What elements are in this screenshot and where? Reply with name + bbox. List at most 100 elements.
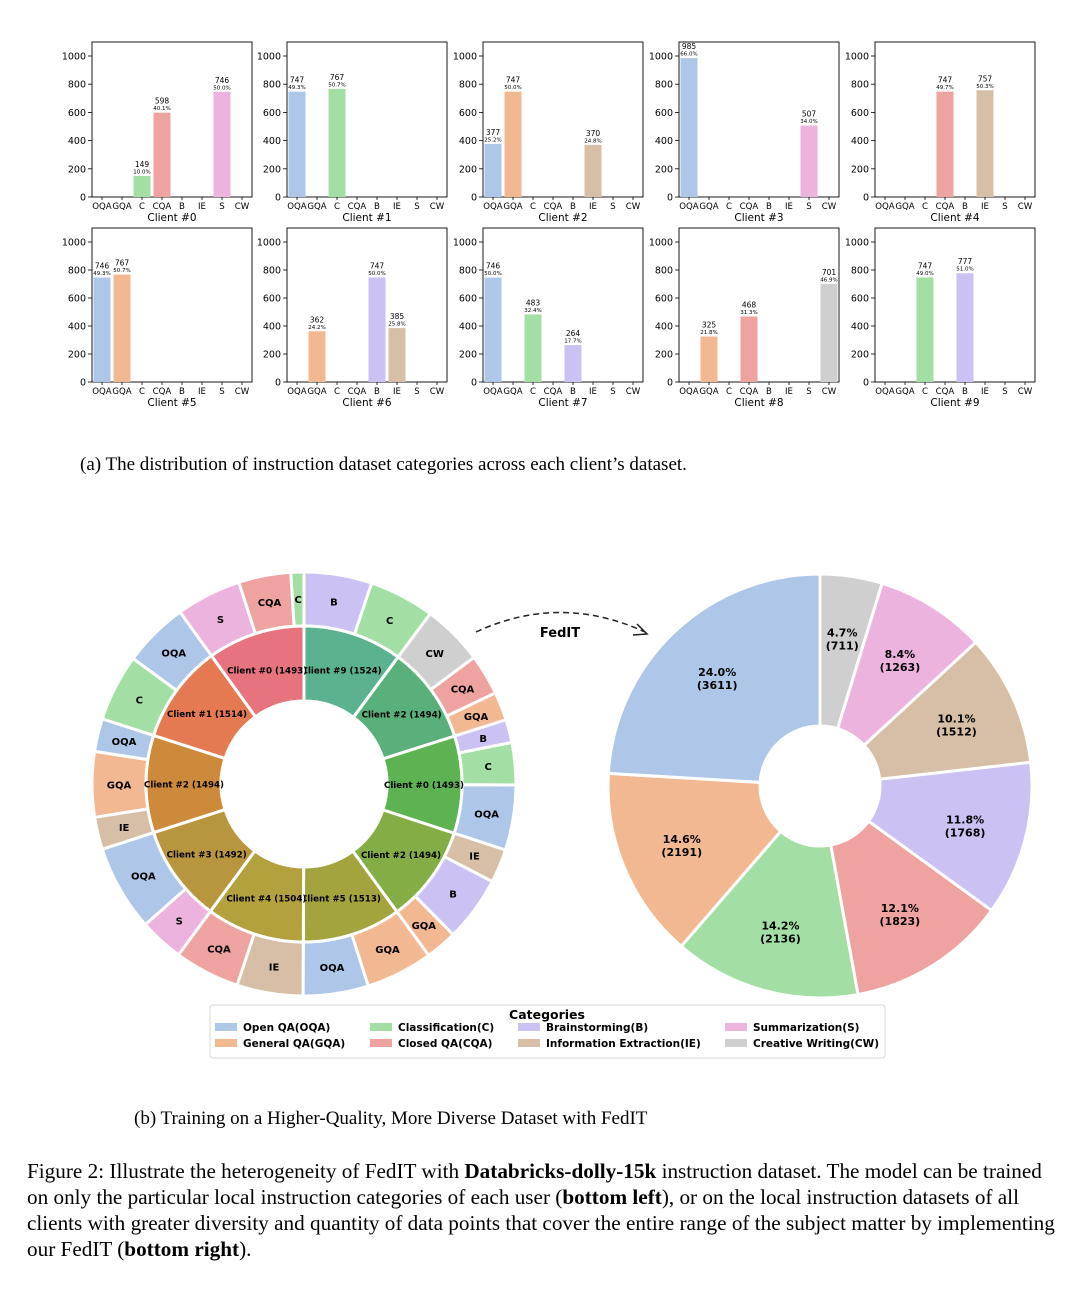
x-tick-label: OQA bbox=[287, 202, 307, 212]
client-subplot: 0 200 400 600 800 1000 OQA GQA C CQA B IE S CW Client … bbox=[62, 41, 253, 224]
x-tick-label: CW bbox=[822, 202, 837, 212]
y-tick-label: 600 bbox=[459, 108, 477, 119]
fedit-slice-count: (2136) bbox=[760, 933, 801, 946]
outer-ring-label: IE bbox=[119, 823, 130, 834]
x-tick-label: OQA bbox=[92, 387, 112, 397]
legend-entry-label: Brainstorming(B) bbox=[546, 1022, 648, 1034]
y-tick-label: 600 bbox=[68, 294, 86, 305]
legend-swatch bbox=[215, 1023, 237, 1031]
x-tick-label: IE bbox=[589, 387, 597, 397]
x-tick-label: GQA bbox=[112, 387, 131, 397]
x-tick-label: C bbox=[922, 387, 928, 397]
bar-value-label: 747 bbox=[370, 261, 385, 270]
x-tick-label: CW bbox=[430, 387, 445, 397]
y-tick-label: 1000 bbox=[649, 52, 673, 63]
y-tick-label: 600 bbox=[68, 108, 86, 119]
bar bbox=[584, 144, 602, 197]
bar-value-label: 325 bbox=[702, 321, 717, 330]
y-tick-label: 200 bbox=[655, 350, 673, 361]
bar bbox=[388, 328, 406, 382]
x-tick-label: B bbox=[766, 387, 772, 397]
y-tick-label: 600 bbox=[655, 108, 673, 119]
y-tick-label: 800 bbox=[263, 80, 281, 91]
x-axis-title: Client #1 bbox=[342, 212, 391, 224]
bar-value-label: 598 bbox=[155, 97, 170, 106]
figure-caption-text: ). bbox=[239, 1237, 252, 1261]
x-tick-label: OQA bbox=[483, 387, 503, 397]
x-tick-label: OQA bbox=[679, 202, 699, 212]
x-tick-label: IE bbox=[198, 387, 206, 397]
legend-swatch bbox=[370, 1023, 392, 1031]
legend-swatch bbox=[518, 1039, 540, 1047]
outer-ring-label: OQA bbox=[474, 810, 499, 821]
x-tick-label: C bbox=[139, 387, 145, 397]
fedit-slice-count: (1263) bbox=[880, 661, 921, 674]
client-subplot: 0 200 400 600 800 1000 OQA GQA C CQA B IE S CW Client … bbox=[649, 227, 840, 409]
x-tick-label: S bbox=[610, 202, 615, 212]
x-tick-label: B bbox=[766, 202, 772, 212]
inner-ring-label: Client #0 (1493) bbox=[384, 781, 464, 791]
outer-ring-label: OQA bbox=[112, 737, 137, 748]
outer-ring-label: GQA bbox=[375, 945, 400, 956]
y-tick-label: 800 bbox=[263, 266, 281, 277]
y-tick-label: 400 bbox=[263, 322, 281, 333]
y-tick-label: 400 bbox=[68, 136, 86, 147]
legend-entry-label: Open QA(OQA) bbox=[243, 1022, 330, 1034]
x-tick-label: CQA bbox=[544, 387, 563, 397]
x-axis-title: Client #7 bbox=[538, 397, 587, 409]
bar-pct-label: 49.3% bbox=[288, 85, 305, 91]
fedit-slice bbox=[679, 829, 860, 1000]
x-tick-label: CW bbox=[626, 387, 641, 397]
fedit-slice bbox=[835, 581, 978, 748]
bar-pct-label: 10.0% bbox=[133, 169, 150, 175]
bar bbox=[800, 125, 818, 197]
bar bbox=[113, 274, 131, 382]
fedit-slice bbox=[606, 771, 783, 949]
bar bbox=[153, 112, 171, 197]
legend-entry-label: Classification(C) bbox=[398, 1022, 494, 1034]
bar-value-label: 747 bbox=[918, 261, 933, 270]
outer-ring-label: C bbox=[295, 595, 302, 606]
bar bbox=[484, 277, 502, 382]
outer-ring-label: OQA bbox=[131, 872, 156, 883]
bar bbox=[484, 143, 502, 197]
y-tick-label: 1000 bbox=[62, 52, 86, 63]
fedit-slice-pct: 12.1% bbox=[881, 902, 919, 915]
x-tick-label: C bbox=[530, 202, 536, 212]
x-tick-label: S bbox=[414, 202, 419, 212]
bar bbox=[680, 58, 698, 197]
legend-entry-label: Information Extraction(IE) bbox=[546, 1038, 701, 1050]
bar-pct-label: 49.7% bbox=[936, 85, 953, 91]
x-tick-label: CW bbox=[626, 202, 641, 212]
figure-caption-bold: bottom right bbox=[124, 1237, 240, 1261]
bar-value-label: 767 bbox=[115, 259, 130, 268]
x-tick-label: B bbox=[374, 387, 380, 397]
bar bbox=[524, 314, 542, 382]
fedit-arrow-head bbox=[632, 623, 649, 636]
y-tick-label: 200 bbox=[263, 350, 281, 361]
outer-ring-label: CQA bbox=[451, 685, 475, 696]
x-tick-label: IE bbox=[785, 387, 793, 397]
subplot-frame bbox=[874, 227, 1036, 383]
x-tick-label: IE bbox=[785, 202, 793, 212]
x-tick-label: S bbox=[806, 202, 811, 212]
x-tick-label: GQA bbox=[699, 202, 718, 212]
bar-pct-label: 21.8% bbox=[700, 330, 717, 336]
fedit-arrow: FedIT bbox=[475, 611, 649, 641]
x-tick-label: IE bbox=[981, 202, 989, 212]
x-tick-label: C bbox=[726, 202, 732, 212]
bar-pct-label: 50.0% bbox=[484, 271, 501, 277]
bar-value-label: 701 bbox=[822, 268, 837, 277]
x-tick-label: GQA bbox=[699, 387, 718, 397]
x-tick-label: S bbox=[806, 387, 811, 397]
y-tick-label: 200 bbox=[459, 350, 477, 361]
outer-ring-label: C bbox=[484, 762, 491, 773]
bar bbox=[93, 277, 111, 382]
outer-ring-label: B bbox=[449, 890, 457, 901]
inner-ring-label: Client #1 (1514) bbox=[167, 710, 247, 720]
x-axis-title: Client #3 bbox=[734, 212, 783, 224]
inner-ring-label: Client #9 (1524) bbox=[302, 667, 382, 677]
y-tick-label: 0 bbox=[471, 193, 477, 204]
outer-ring-label: CQA bbox=[258, 598, 282, 609]
fedit-slice-count: (1768) bbox=[945, 826, 986, 839]
